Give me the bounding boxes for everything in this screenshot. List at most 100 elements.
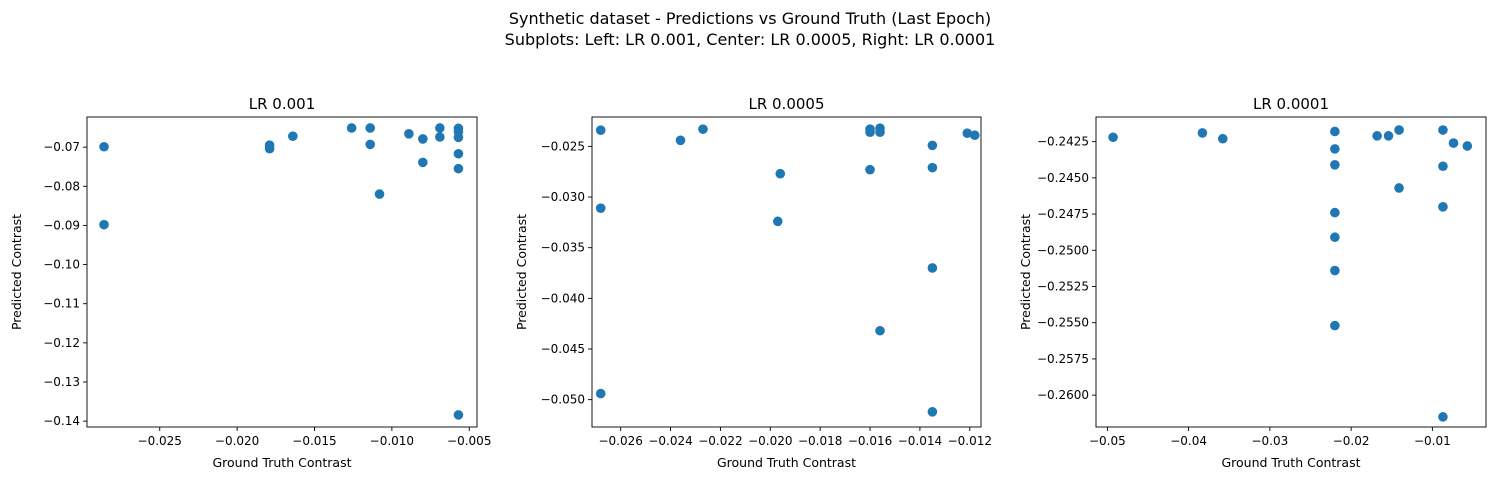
data-point <box>1217 133 1228 144</box>
data-point <box>1438 161 1448 172</box>
data-point <box>595 388 606 399</box>
data-point <box>865 127 875 137</box>
y-axis-label: Predicted Contrast <box>514 214 529 330</box>
data-point <box>365 139 376 150</box>
y-tick-label: −0.13 <box>43 375 80 389</box>
data-point <box>675 135 686 146</box>
axes-frame <box>591 116 982 428</box>
data-point <box>865 164 875 175</box>
figure-suptitle: Synthetic dataset - Predictions vs Groun… <box>0 8 1500 50</box>
x-tick-label: −0.005 <box>447 434 491 448</box>
x-tick-label: −0.025 <box>138 434 182 448</box>
x-tick-label: −0.010 <box>370 434 414 448</box>
data-point <box>1330 126 1340 137</box>
data-point <box>1330 207 1340 218</box>
x-tick-label: −0.05 <box>1089 434 1126 448</box>
x-tick-label: −0.01 <box>1414 434 1451 448</box>
x-tick-label: −0.020 <box>748 434 792 448</box>
data-point <box>374 189 385 199</box>
suptitle-line-2: Subplots: Left: LR 0.001, Center: LR 0.0… <box>504 30 996 49</box>
data-point <box>698 124 708 134</box>
data-point <box>875 325 885 336</box>
axes-frame <box>1095 116 1487 428</box>
data-point <box>927 263 938 273</box>
data-point <box>1330 160 1340 170</box>
data-point <box>1438 412 1448 422</box>
data-point <box>927 407 938 417</box>
data-point <box>595 203 606 213</box>
y-tick-label: −0.10 <box>43 258 80 272</box>
x-tick-label: −0.024 <box>648 434 692 448</box>
data-point <box>1330 265 1340 276</box>
y-tick-label: −0.2450 <box>1037 171 1089 185</box>
x-tick-label: −0.018 <box>798 434 842 448</box>
y-tick-label: −0.14 <box>43 414 80 428</box>
data-point <box>99 219 109 230</box>
subplot-title: LR 0.0001 <box>1253 95 1329 113</box>
data-point <box>775 168 786 179</box>
data-point <box>1197 128 1208 138</box>
x-tick-label: −0.014 <box>898 434 942 448</box>
data-points <box>595 123 980 417</box>
subplot-2: LR 0.0005−0.026 −0.024 −0.022 −0.020 −0.018−… <box>514 95 992 470</box>
subplot-title: LR 0.0005 <box>748 95 824 113</box>
data-point <box>1394 183 1404 193</box>
data-point <box>1448 138 1459 148</box>
data-point <box>1330 144 1340 154</box>
data-point <box>453 132 464 143</box>
x-tick-label: −0.03 <box>1251 434 1288 448</box>
data-point <box>435 123 445 133</box>
data-point <box>346 123 357 133</box>
subplot-title: LR 0.001 <box>249 95 316 113</box>
data-point <box>435 132 445 142</box>
y-tick-label: −0.035 <box>541 241 585 255</box>
y-tick-label: −0.040 <box>541 291 585 305</box>
data-point <box>453 148 464 159</box>
data-point <box>264 143 275 154</box>
data-point <box>927 162 938 173</box>
y-tick-label: −0.045 <box>541 342 585 356</box>
data-point <box>1383 131 1394 141</box>
data-point <box>453 410 464 420</box>
data-point <box>1462 141 1473 151</box>
data-points <box>99 123 464 420</box>
data-point <box>288 131 298 141</box>
data-point <box>99 141 109 152</box>
data-point <box>875 127 885 137</box>
data-point <box>1438 202 1448 212</box>
data-point <box>772 216 783 227</box>
y-tick-label: −0.07 <box>43 140 80 154</box>
x-axis-label: Ground Truth Contrast <box>1221 455 1360 470</box>
y-tick-label: −0.12 <box>43 336 80 350</box>
x-tick-label: −0.020 <box>215 434 259 448</box>
y-tick-label: −0.050 <box>541 393 585 407</box>
data-point <box>1330 320 1340 331</box>
y-tick-label: −0.2600 <box>1037 388 1089 402</box>
x-tick-label: −0.022 <box>698 434 742 448</box>
axes-frame <box>86 116 478 428</box>
data-point <box>404 129 414 139</box>
data-point <box>1394 125 1404 135</box>
y-tick-label: −0.2525 <box>1037 279 1089 293</box>
subplot-3: LR 0.0001 −0.05 −0.04 −0.03 −0.02 −0.01 −0.260… <box>1018 95 1487 470</box>
y-axis-label: Predicted Contrast <box>9 214 24 330</box>
y-tick-label: −0.025 <box>541 139 585 153</box>
x-tick-label: −0.026 <box>598 434 642 448</box>
suptitle-line-1: Synthetic dataset - Predictions vs Groun… <box>508 9 992 28</box>
x-axis-label: Ground Truth Contrast <box>212 455 351 470</box>
data-point <box>365 123 376 133</box>
data-point <box>595 125 606 135</box>
data-points <box>1108 125 1473 422</box>
y-tick-label: −0.2425 <box>1037 135 1089 149</box>
subplot-1: LR 0.001 −0.025 −0.020 −0.015 −0.010 −0.005 −0… <box>9 95 491 470</box>
data-point <box>1108 132 1118 143</box>
x-tick-label: −0.04 <box>1170 434 1207 448</box>
y-tick-label: −0.09 <box>43 218 80 232</box>
y-tick-label: −0.2475 <box>1037 207 1089 221</box>
data-point <box>1372 131 1382 141</box>
y-tick-label: −0.2575 <box>1037 352 1089 366</box>
y-tick-label: −0.2550 <box>1037 316 1089 330</box>
x-tick-label: −0.016 <box>848 434 892 448</box>
x-tick-label: −0.015 <box>292 434 336 448</box>
